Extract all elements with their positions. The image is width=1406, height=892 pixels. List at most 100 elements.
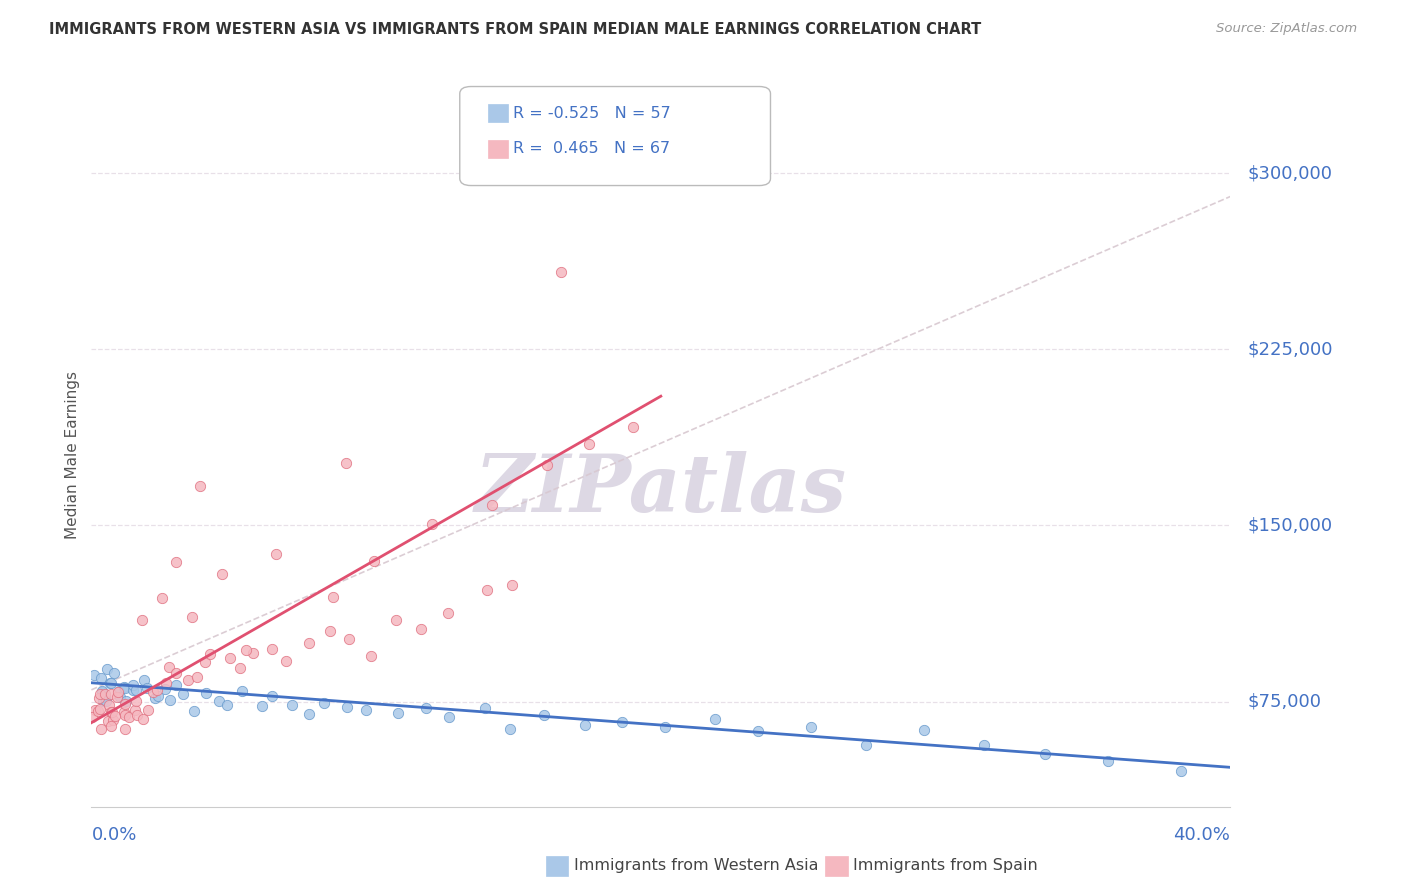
Point	[177, 673, 200, 687]
Point	[855, 738, 877, 752]
Point	[108, 690, 131, 704]
Point	[215, 698, 238, 712]
Point	[153, 682, 176, 697]
Point	[208, 694, 231, 708]
Point	[621, 419, 644, 434]
Point	[94, 687, 117, 701]
Point	[143, 691, 166, 706]
Point	[135, 681, 157, 695]
Point	[142, 685, 165, 699]
Point	[125, 694, 148, 708]
Point	[114, 722, 136, 736]
Point	[190, 479, 212, 493]
Point	[360, 649, 382, 664]
Point	[437, 710, 460, 724]
Point	[281, 698, 304, 713]
Point	[354, 703, 377, 717]
Point	[121, 678, 143, 692]
Point	[100, 719, 122, 733]
Text: 0.0%: 0.0%	[91, 826, 136, 844]
Point	[654, 720, 676, 734]
Point	[298, 707, 321, 722]
Point	[475, 582, 498, 597]
Point	[335, 456, 357, 470]
Point	[422, 516, 444, 531]
Point	[165, 678, 187, 692]
Point	[131, 613, 153, 627]
Point	[194, 686, 217, 700]
Point	[186, 670, 208, 684]
Text: $300,000: $300,000	[1247, 164, 1333, 182]
Point	[124, 703, 146, 717]
Point	[94, 693, 117, 707]
Point	[165, 666, 187, 681]
Point	[146, 690, 169, 704]
Text: ZIPatlas: ZIPatlas	[475, 451, 846, 529]
Point	[242, 646, 264, 660]
Point	[336, 700, 359, 714]
Point	[973, 739, 995, 753]
Text: $75,000: $75,000	[1247, 692, 1322, 711]
Point	[550, 265, 572, 279]
Text: Source: ZipAtlas.com: Source: ZipAtlas.com	[1216, 22, 1357, 36]
Point	[409, 622, 432, 636]
Point	[114, 681, 136, 695]
Point	[276, 654, 298, 668]
Point	[384, 614, 406, 628]
Point	[132, 673, 155, 688]
Point	[105, 690, 128, 704]
Point	[80, 709, 103, 723]
Point	[1097, 754, 1119, 768]
Point	[298, 636, 321, 650]
Point	[94, 690, 117, 704]
Text: Immigrants from Western Asia: Immigrants from Western Asia	[574, 858, 818, 872]
Point	[1033, 747, 1056, 761]
Point	[574, 718, 596, 732]
Point	[800, 720, 823, 734]
Point	[337, 632, 360, 646]
Point	[101, 705, 124, 719]
Point	[112, 705, 135, 719]
Text: Immigrants from Spain: Immigrants from Spain	[853, 858, 1038, 872]
Point	[101, 713, 124, 727]
Point	[610, 714, 633, 729]
Point	[159, 693, 181, 707]
Point	[90, 684, 112, 698]
Point	[104, 709, 127, 723]
Point	[211, 566, 233, 581]
Point	[387, 706, 409, 720]
Point	[499, 722, 522, 736]
Point	[112, 680, 135, 694]
Point	[114, 708, 136, 723]
Point	[703, 712, 725, 726]
Point	[198, 647, 221, 661]
Point	[107, 684, 129, 698]
Point	[125, 707, 148, 722]
Point	[97, 714, 120, 729]
Point	[1170, 764, 1192, 779]
Point	[100, 687, 122, 701]
Point	[132, 712, 155, 726]
Text: R = -0.525   N = 57: R = -0.525 N = 57	[513, 106, 671, 120]
Point	[98, 698, 121, 712]
Point	[100, 705, 122, 719]
Point	[89, 702, 111, 716]
Point	[165, 555, 187, 569]
Point	[194, 655, 217, 669]
Point	[536, 458, 558, 472]
Y-axis label: Median Male Earnings: Median Male Earnings	[65, 371, 80, 539]
Point	[98, 676, 121, 690]
Point	[363, 554, 385, 568]
Text: R =  0.465   N = 67: R = 0.465 N = 67	[513, 142, 671, 156]
Point	[183, 704, 205, 718]
Point	[83, 668, 105, 682]
Point	[100, 676, 122, 690]
Point	[181, 609, 204, 624]
Point	[436, 606, 458, 620]
Point	[415, 701, 437, 715]
Point	[260, 690, 283, 704]
Point	[136, 703, 159, 717]
Point	[157, 659, 180, 673]
Point	[90, 672, 112, 686]
Point	[250, 698, 273, 713]
